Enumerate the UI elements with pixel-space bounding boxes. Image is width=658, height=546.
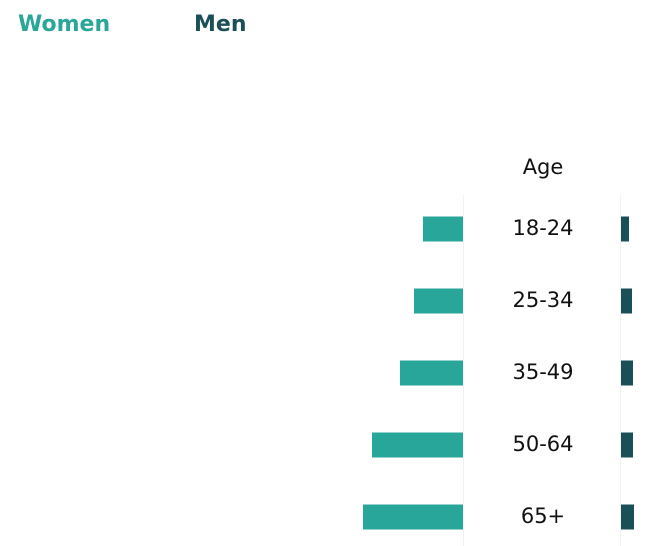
bar [621,288,632,314]
bar [414,288,463,314]
category-label: 35-49 [512,360,573,384]
legend-entry[interactable]: Men [194,12,246,37]
category-label: 18-24 [512,216,573,240]
bar [372,432,463,458]
category-label: 25-34 [512,288,573,312]
bar [423,216,463,242]
legend-entry[interactable]: Women [18,12,110,37]
bar [621,360,633,386]
bar [621,504,634,530]
bar [621,216,629,242]
bar [363,504,463,530]
category-label: 65+ [521,504,565,528]
bar [621,432,633,458]
category-label: 50-64 [512,432,573,456]
category-title: Age [523,155,564,179]
bar [400,360,463,386]
